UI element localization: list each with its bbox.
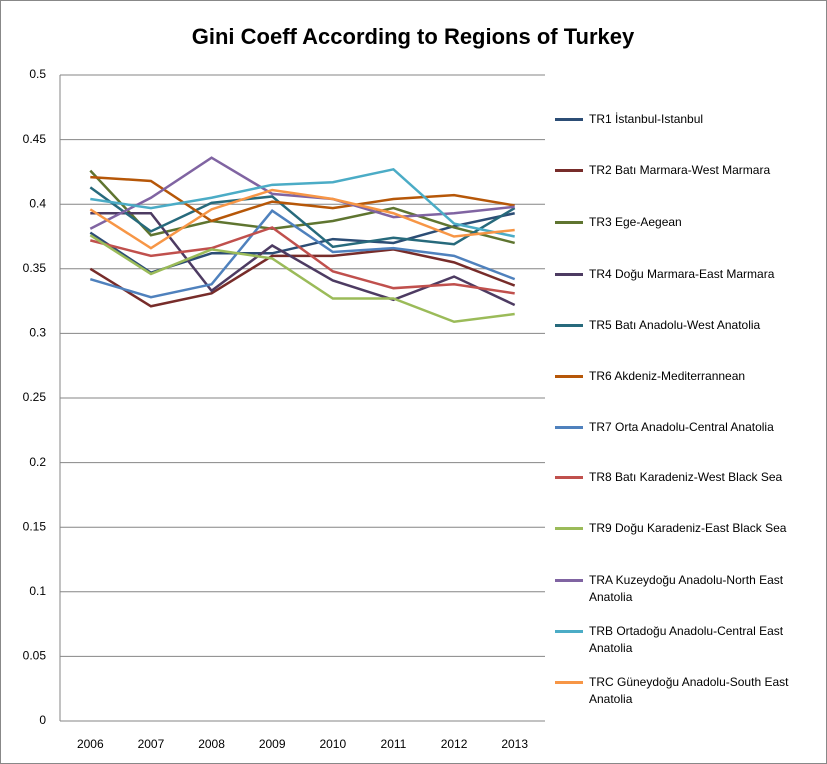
y-tick-label: 0 <box>39 713 46 727</box>
x-tick-label: 2012 <box>441 737 468 751</box>
legend-label: TR1 İstanbul-Istanbul <box>589 112 704 126</box>
legend-label: TR7 Orta Anadolu-Central Anatolia <box>589 420 774 434</box>
legend-swatch <box>555 426 583 429</box>
x-tick-label: 2006 <box>77 737 104 751</box>
legend-swatch <box>555 476 583 479</box>
legend-label: TRA Kuzeydoğu Anadolu-North East Anatoli… <box>589 573 784 604</box>
x-tick-label: 2009 <box>259 737 286 751</box>
series-line <box>89 248 516 308</box>
y-tick-label: 0.2 <box>29 455 46 469</box>
legend-item: TRC Güneydoğu Anadolu-South East Anatoli… <box>555 674 820 708</box>
x-tick-label: 2010 <box>319 737 346 751</box>
legend-item: TR7 Orta Anadolu-Central Anatolia <box>555 419 820 436</box>
y-tick-label: 0.3 <box>29 326 46 340</box>
legend-label: TR9 Doğu Karadeniz-East Black Sea <box>589 521 787 535</box>
legend-swatch <box>555 630 583 633</box>
legend-swatch <box>555 118 583 121</box>
legend-item: TR3 Ege-Aegean <box>555 214 820 231</box>
legend-item: TR2 Batı Marmara-West Marmara <box>555 162 820 179</box>
legend-item: TRA Kuzeydoğu Anadolu-North East Anatoli… <box>555 572 820 606</box>
legend-label: TR2 Batı Marmara-West Marmara <box>589 163 771 177</box>
legend-label: TR4 Doğu Marmara-East Marmara <box>589 267 775 281</box>
legend-item: TRB Ortadoğu Anadolu-Central East Anatol… <box>555 623 820 657</box>
y-tick-label: 0.35 <box>23 261 47 275</box>
x-tick-label: 2008 <box>198 737 225 751</box>
series-line <box>90 226 515 295</box>
legend-swatch <box>555 221 583 224</box>
series-line <box>89 186 516 249</box>
x-tick-label: 2007 <box>138 737 165 751</box>
legend-swatch <box>555 273 583 276</box>
y-tick-label: 0.05 <box>23 649 47 663</box>
series-line <box>89 234 515 324</box>
legend-swatch <box>555 579 583 582</box>
legend-label: TR3 Ege-Aegean <box>589 215 682 229</box>
legend-item: TR5 Batı Anadolu-West Anatolia <box>555 317 820 334</box>
series-line <box>89 188 515 250</box>
legend-label: TRB Ortadoğu Anadolu-Central East Anatol… <box>589 624 784 655</box>
legend-swatch <box>555 527 583 530</box>
series-line <box>89 169 515 245</box>
legend-label: TRC Güneydoğu Anadolu-South East Anatoli… <box>589 675 789 706</box>
chart-title: Gini Coeff According to Regions of Turke… <box>192 24 635 49</box>
y-tick-label: 0.15 <box>23 519 47 533</box>
legend-label: TR5 Batı Anadolu-West Anatolia <box>589 318 761 332</box>
x-tick-label: 2013 <box>501 737 528 751</box>
series-line <box>90 167 515 238</box>
legend-label: TR6 Akdeniz-Mediterrannean <box>589 369 746 383</box>
legend-swatch <box>555 169 583 172</box>
legend-label: TR8 Batı Karadeniz-West Black Sea <box>589 470 783 484</box>
legend-item: TR8 Batı Karadeniz-West Black Sea <box>555 469 820 486</box>
legend-swatch <box>555 375 583 378</box>
series-line <box>90 175 515 223</box>
legend-item: TR6 Akdeniz-Mediterrannean <box>555 368 820 385</box>
y-tick-label: 0.1 <box>29 584 46 598</box>
legend-item: TR9 Doğu Karadeniz-East Black Sea <box>555 520 820 537</box>
legend-item: TR1 İstanbul-Istanbul <box>555 111 820 128</box>
y-tick-label: 0.4 <box>29 196 46 210</box>
legend-item: TR4 Doğu Marmara-East Marmara <box>555 266 820 283</box>
y-tick-label: 0.45 <box>23 132 47 146</box>
legend-swatch <box>555 324 583 327</box>
y-tick-label: 0.25 <box>23 390 47 404</box>
legend-swatch <box>555 681 583 684</box>
y-tick-label: 0.5 <box>29 67 46 81</box>
x-tick-label: 2011 <box>381 737 407 751</box>
series-line <box>89 208 516 299</box>
